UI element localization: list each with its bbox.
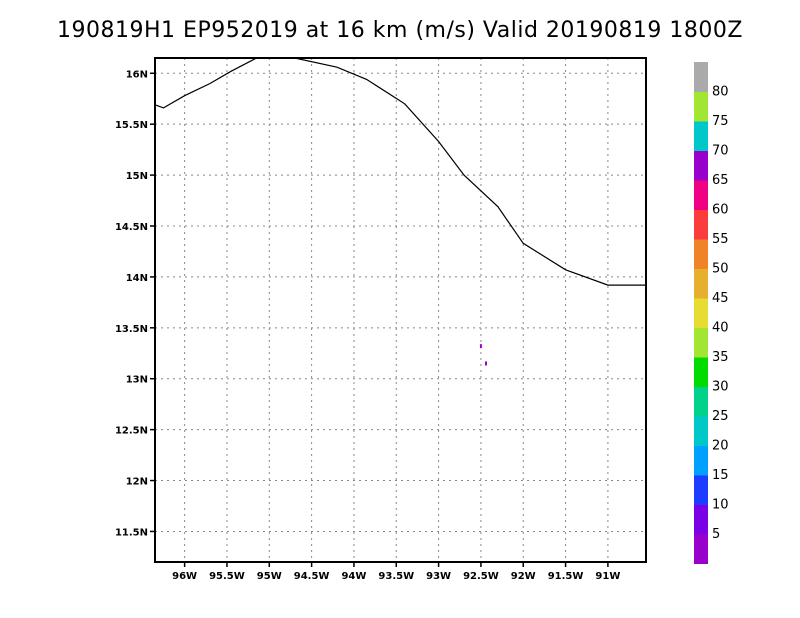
colorbar-segment xyxy=(694,534,708,564)
colorbar-segment xyxy=(694,475,708,505)
x-tick-label: 93W xyxy=(426,571,451,582)
colorbar-label: 60 xyxy=(712,203,729,218)
grid-lines xyxy=(155,58,646,562)
colorbar-label: 25 xyxy=(712,409,729,424)
x-tick-label: 92.5W xyxy=(463,571,499,582)
colorbar-label: 75 xyxy=(712,114,729,129)
colorbar-segment xyxy=(694,268,708,299)
colorbar-segment xyxy=(694,327,708,358)
y-tick-label: 14N xyxy=(126,273,148,284)
colorbar: 5 10 15 20 25 30 35 40 45 50 55 60 65 70 75 80 xyxy=(694,62,729,564)
x-tick-label: 95.5W xyxy=(209,571,245,582)
y-axis: 11.5N 12N 12.5N 13N 13.5N 14N 14.5N 15N 15.5N 16N xyxy=(115,69,155,538)
colorbar-label: 50 xyxy=(712,262,729,277)
y-tick-label: 15.5N xyxy=(115,120,148,131)
y-tick-label: 13.5N xyxy=(115,324,148,335)
colorbar-segment xyxy=(694,239,708,269)
x-axis: 96W 95.5W 95W 94.5W 94W 93.5W 93W 92.5W 92W 91.5W… xyxy=(172,562,620,582)
colorbar-label: 80 xyxy=(712,85,729,100)
wind-features xyxy=(479,344,488,366)
colorbar-label: 45 xyxy=(712,291,729,306)
wind-speed-cell xyxy=(479,344,482,349)
colorbar-label: 15 xyxy=(712,468,729,483)
x-tick-label: 96W xyxy=(172,571,197,582)
x-tick-label: 92W xyxy=(511,571,536,582)
wind-speed-cell xyxy=(485,361,488,366)
colorbar-segment xyxy=(694,91,708,122)
x-tick-label: 95W xyxy=(257,571,282,582)
colorbar-segment xyxy=(694,121,708,151)
x-tick-label: 93.5W xyxy=(378,571,414,582)
colorbar-label: 35 xyxy=(712,350,729,365)
colorbar-label: 40 xyxy=(712,321,729,336)
coastline xyxy=(154,57,646,286)
chart-title: 190819H1 EP952019 at 16 km (m/s) Valid 2… xyxy=(57,18,743,43)
colorbar-segment xyxy=(694,150,708,181)
colorbar-label: 70 xyxy=(712,144,729,159)
y-tick-label: 12.5N xyxy=(115,426,148,437)
y-tick-label: 15N xyxy=(126,171,148,182)
coastline-layer xyxy=(154,57,646,286)
colorbar-label: 10 xyxy=(712,498,729,513)
colorbar-label: 20 xyxy=(712,439,729,454)
colorbar-segment xyxy=(694,209,708,240)
colorbar-label: 65 xyxy=(712,173,729,188)
colorbar-segment xyxy=(694,445,708,476)
colorbar-segment xyxy=(694,357,708,387)
colorbar-segment xyxy=(694,386,708,417)
y-tick-label: 13N xyxy=(126,375,148,386)
x-tick-label: 94.5W xyxy=(294,571,330,582)
plot-frame xyxy=(154,57,647,563)
colorbar-segment xyxy=(694,504,708,535)
colorbar-segment xyxy=(694,62,708,92)
x-tick-label: 91W xyxy=(595,571,620,582)
x-tick-label: 94W xyxy=(341,571,366,582)
colorbar-segment xyxy=(694,180,708,210)
colorbar-segment xyxy=(694,298,708,328)
colorbar-label: 30 xyxy=(712,380,729,395)
y-tick-label: 16N xyxy=(126,69,148,80)
y-tick-label: 14.5N xyxy=(115,222,148,233)
y-tick-label: 11.5N xyxy=(115,527,148,538)
colorbar-label: 55 xyxy=(712,232,729,247)
y-tick-label: 12N xyxy=(126,477,148,488)
colorbar-label: 5 xyxy=(712,527,720,542)
colorbar-segment xyxy=(694,416,708,446)
x-tick-label: 91.5W xyxy=(548,571,584,582)
